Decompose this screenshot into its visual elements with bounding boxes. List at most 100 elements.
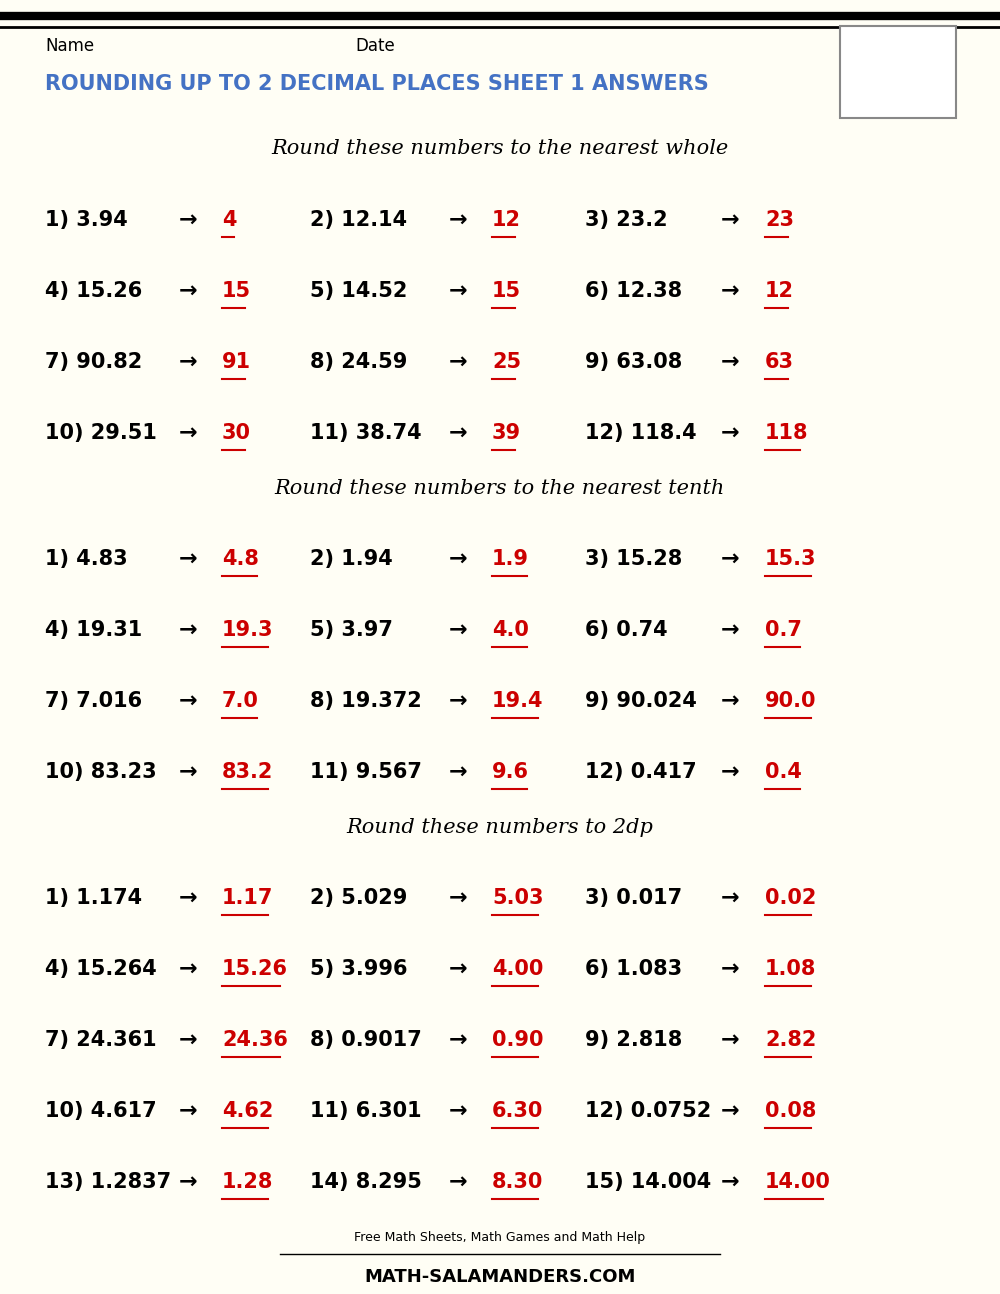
Text: 90.0: 90.0 (765, 691, 816, 710)
Text: 2.82: 2.82 (765, 1030, 816, 1049)
Text: →: → (721, 691, 739, 710)
Text: →: → (449, 423, 467, 443)
Text: 4: 4 (222, 210, 237, 230)
Text: →: → (721, 620, 739, 641)
Text: →: → (179, 691, 197, 710)
Text: 1.9: 1.9 (492, 549, 529, 569)
Text: →: → (721, 352, 739, 371)
Text: 0.08: 0.08 (765, 1101, 816, 1121)
Text: 1.28: 1.28 (222, 1172, 273, 1192)
Text: 0.4: 0.4 (765, 762, 802, 782)
Text: →: → (449, 959, 467, 980)
Text: 15) 14.004: 15) 14.004 (585, 1172, 711, 1192)
Text: 13) 1.2837: 13) 1.2837 (45, 1172, 171, 1192)
Text: 10) 83.23: 10) 83.23 (45, 762, 157, 782)
Text: →: → (721, 1030, 739, 1049)
Text: 4) 19.31: 4) 19.31 (45, 620, 142, 641)
Text: 8.30: 8.30 (492, 1172, 543, 1192)
Text: 4.0: 4.0 (492, 620, 529, 641)
Text: 12) 118.4: 12) 118.4 (585, 423, 697, 443)
Text: 7) 90.82: 7) 90.82 (45, 352, 142, 371)
Text: →: → (449, 352, 467, 371)
Text: 5: 5 (913, 72, 927, 92)
Text: 6.30: 6.30 (492, 1101, 543, 1121)
Text: →: → (179, 762, 197, 782)
Text: 8) 24.59: 8) 24.59 (310, 352, 407, 371)
Text: 39: 39 (492, 423, 521, 443)
Text: →: → (179, 549, 197, 569)
Text: →: → (721, 888, 739, 908)
Text: 11) 38.74: 11) 38.74 (310, 423, 422, 443)
Text: 7.0: 7.0 (222, 691, 259, 710)
Text: Free Math Sheets, Math Games and Math Help: Free Math Sheets, Math Games and Math He… (354, 1231, 646, 1244)
Text: →: → (449, 1172, 467, 1192)
Text: Date: Date (355, 38, 395, 56)
Text: →: → (179, 352, 197, 371)
Text: 3) 15.28: 3) 15.28 (585, 549, 682, 569)
Text: →: → (449, 620, 467, 641)
Text: 118: 118 (765, 423, 808, 443)
Text: 19.4: 19.4 (492, 691, 544, 710)
Text: 91: 91 (222, 352, 251, 371)
Text: 0.7: 0.7 (765, 620, 802, 641)
Text: →: → (449, 1101, 467, 1121)
Text: 30: 30 (222, 423, 251, 443)
Text: 7) 24.361: 7) 24.361 (45, 1030, 157, 1049)
Text: 2) 5.029: 2) 5.029 (310, 888, 407, 908)
Text: →: → (179, 888, 197, 908)
Text: 19.3: 19.3 (222, 620, 274, 641)
Text: Round these numbers to the nearest tenth: Round these numbers to the nearest tenth (275, 479, 725, 497)
Text: →: → (179, 281, 197, 302)
Text: →: → (449, 762, 467, 782)
Text: 4.00: 4.00 (492, 959, 543, 980)
Text: 9) 63.08: 9) 63.08 (585, 352, 682, 371)
Text: 15.3: 15.3 (765, 549, 816, 569)
Text: MATH-SALAMANDERS.COM: MATH-SALAMANDERS.COM (364, 1268, 636, 1286)
Text: 15: 15 (492, 281, 521, 302)
Text: 1.08: 1.08 (765, 959, 816, 980)
Text: 5) 14.52: 5) 14.52 (310, 281, 407, 302)
Text: 14) 8.295: 14) 8.295 (310, 1172, 422, 1192)
Text: →: → (721, 281, 739, 302)
Text: →: → (721, 423, 739, 443)
Text: 83.2: 83.2 (222, 762, 273, 782)
Text: 4.8: 4.8 (222, 549, 259, 569)
Text: →: → (449, 691, 467, 710)
Text: 63: 63 (765, 352, 794, 371)
Text: 6) 1.083: 6) 1.083 (585, 959, 682, 980)
Text: →: → (179, 620, 197, 641)
Text: 9) 2.818: 9) 2.818 (585, 1030, 682, 1049)
Text: ROUNDING UP TO 2 DECIMAL PLACES SHEET 1 ANSWERS: ROUNDING UP TO 2 DECIMAL PLACES SHEET 1 … (45, 74, 709, 94)
Text: →: → (179, 210, 197, 230)
Text: →: → (179, 1030, 197, 1049)
Text: →: → (721, 762, 739, 782)
Text: 6) 0.74: 6) 0.74 (585, 620, 668, 641)
Text: →: → (721, 1172, 739, 1192)
Text: →: → (449, 210, 467, 230)
Text: →: → (179, 959, 197, 980)
Text: →: → (721, 1101, 739, 1121)
Text: 11) 9.567: 11) 9.567 (310, 762, 422, 782)
Text: 12: 12 (765, 281, 794, 302)
Text: 25: 25 (492, 352, 521, 371)
Text: 0.02: 0.02 (765, 888, 816, 908)
Text: →: → (721, 959, 739, 980)
Text: 12: 12 (492, 210, 521, 230)
Text: 10) 4.617: 10) 4.617 (45, 1101, 157, 1121)
Text: 5.03: 5.03 (492, 888, 544, 908)
Text: 1) 4.83: 1) 4.83 (45, 549, 128, 569)
FancyBboxPatch shape (840, 26, 956, 118)
Text: →: → (179, 1101, 197, 1121)
Text: 3) 23.2: 3) 23.2 (585, 210, 668, 230)
Text: 1) 3.94: 1) 3.94 (45, 210, 128, 230)
Text: →: → (721, 210, 739, 230)
Text: →: → (449, 1030, 467, 1049)
Text: 1) 1.174: 1) 1.174 (45, 888, 142, 908)
Text: 0.90: 0.90 (492, 1030, 544, 1049)
Text: Round these numbers to the nearest whole: Round these numbers to the nearest whole (271, 140, 729, 158)
Text: 10) 29.51: 10) 29.51 (45, 423, 157, 443)
Text: 15.26: 15.26 (222, 959, 288, 980)
Text: 23: 23 (765, 210, 794, 230)
Text: Round these numbers to 2dp: Round these numbers to 2dp (347, 818, 653, 836)
Text: 6) 12.38: 6) 12.38 (585, 281, 682, 302)
